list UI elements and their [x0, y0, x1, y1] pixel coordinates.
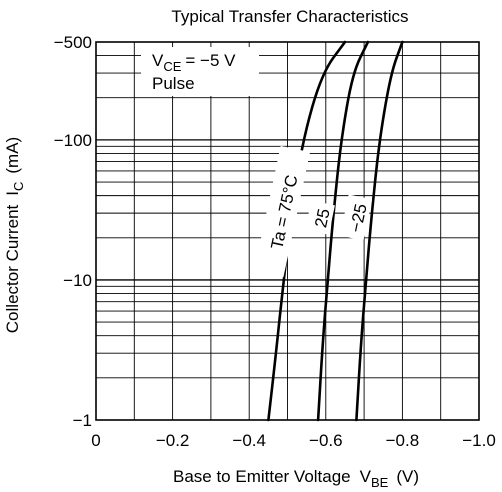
- series-labels: Ta = 75°C 25 −25: [254, 145, 373, 278]
- x-tick-label: −0.6: [309, 431, 343, 450]
- series-label-group-1: 25: [305, 200, 335, 235]
- series-label-bg: [305, 200, 335, 235]
- series-label-group-0: Ta = 75°C: [254, 145, 311, 278]
- x-axis-label: Base to Emitter Voltage VBE (V): [173, 467, 419, 490]
- y-axis-label-text: Collector Current: [3, 204, 22, 333]
- series-curve-1: [316, 40, 370, 422]
- condition-value: = −5 V: [185, 51, 236, 70]
- y-axis-symbol: I: [3, 191, 22, 196]
- chart-title: Typical Transfer Characteristics: [171, 7, 408, 26]
- y-tick-label: −1: [73, 411, 92, 430]
- y-axis-label: Collector Current IC (mA): [3, 137, 26, 333]
- series-label-1: 25: [311, 207, 334, 229]
- plot-frame: [95, 41, 480, 421]
- y-tick-label: −10: [63, 271, 92, 290]
- series-curve-2: [355, 40, 404, 422]
- condition-box: [141, 47, 259, 96]
- x-tick-labels: 0 −0.2 −0.4 −0.6 −0.8 −1.0: [91, 431, 496, 450]
- condition-symbol: V: [152, 51, 164, 70]
- x-tick-label: −1.0: [462, 431, 496, 450]
- x-axis-symbol: V: [360, 467, 372, 486]
- y-axis-unit: (mA): [3, 137, 22, 174]
- condition-label: VCE = −5 V: [152, 51, 236, 74]
- x-tick-label: 0: [91, 431, 100, 450]
- y-tick-label: −500: [54, 33, 92, 52]
- y-tick-labels: −500 −100 −10 −1: [54, 33, 92, 430]
- condition-subscript: CE: [163, 59, 181, 74]
- y-tick-label: −100: [54, 131, 92, 150]
- series-label-bg: [339, 194, 373, 241]
- x-axis-unit: (V): [396, 467, 419, 486]
- x-axis-subscript: BE: [371, 475, 389, 490]
- x-axis-label-text: Base to Emitter Voltage: [173, 467, 351, 486]
- x-tick-label: −0.2: [156, 431, 190, 450]
- x-tick-label: −0.8: [386, 431, 420, 450]
- series-label-bg: [254, 145, 311, 278]
- y-axis-subscript: C: [11, 182, 26, 191]
- x-tick-label: −0.4: [232, 431, 266, 450]
- mode-label: Pulse: [152, 74, 195, 93]
- series-label-group-2: −25: [339, 194, 373, 241]
